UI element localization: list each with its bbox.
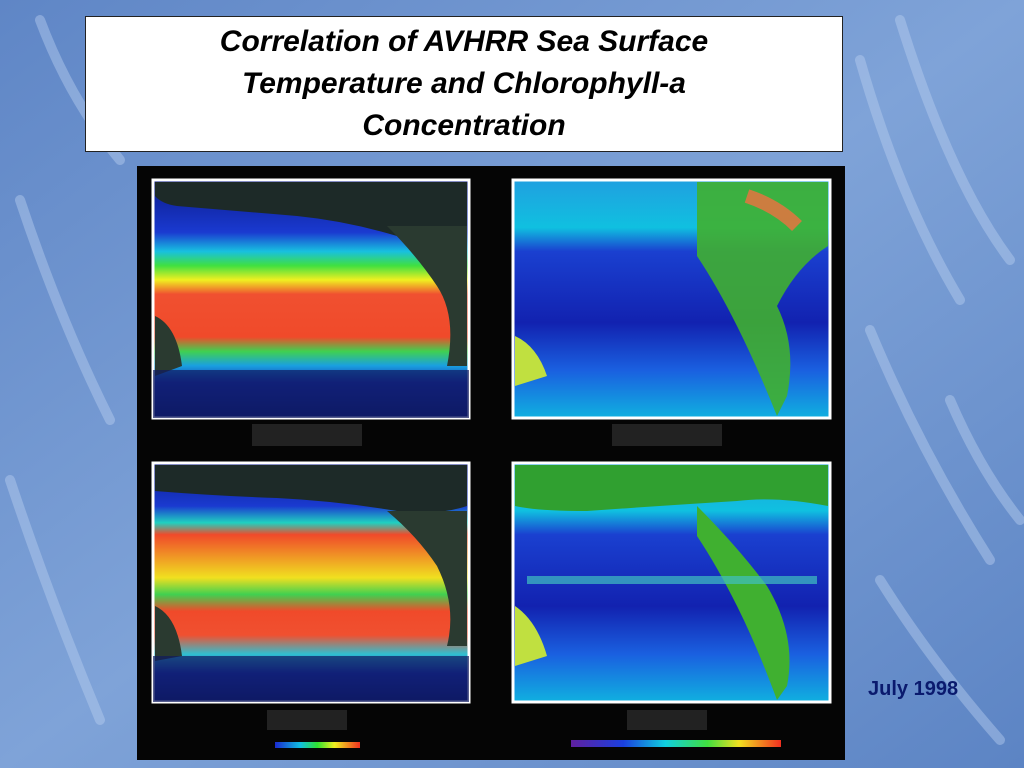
map-figure bbox=[137, 166, 845, 760]
caption: July 1998 bbox=[868, 678, 959, 700]
title-box: Correlation of AVHRR Sea Surface Tempera… bbox=[85, 16, 843, 152]
slide-title: Correlation of AVHRR Sea Surface Tempera… bbox=[219, 25, 709, 142]
